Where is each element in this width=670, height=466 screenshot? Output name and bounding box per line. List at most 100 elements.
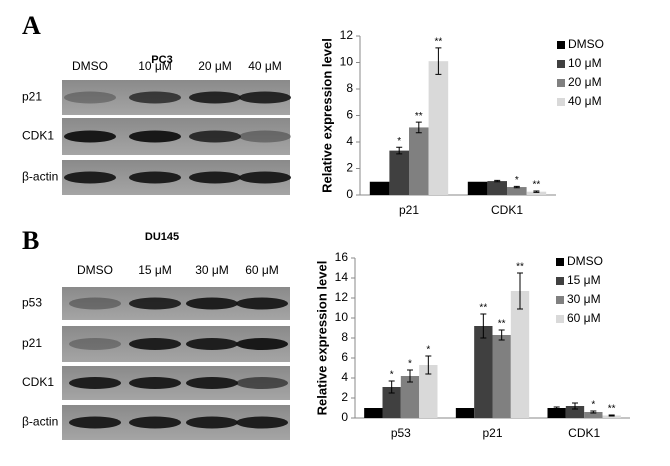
legend-swatch — [557, 98, 565, 106]
y-axis-label: Relative expression level — [314, 261, 329, 416]
blot-band — [129, 130, 181, 143]
blot-band — [186, 297, 238, 310]
bar — [419, 365, 438, 418]
x-tick-label: CDK1 — [568, 426, 600, 440]
error-bar — [425, 355, 432, 375]
error-bar — [517, 272, 523, 310]
blot-band — [129, 377, 181, 389]
legend-label: 30 μM — [567, 292, 601, 306]
x-tick-label: p21 — [399, 203, 419, 217]
lane-label: 20 μM — [198, 59, 232, 73]
bar — [492, 335, 511, 418]
blot-band — [186, 377, 238, 389]
significance: * — [515, 175, 519, 186]
legend-label: 20 μM — [568, 75, 602, 89]
y-tick-label: 12 — [340, 28, 354, 42]
y-tick-label: 8 — [346, 81, 353, 95]
blot-band — [69, 338, 121, 350]
blot-band — [239, 130, 291, 143]
bar — [602, 415, 621, 418]
error-bar — [480, 313, 487, 339]
significance: ** — [435, 37, 443, 48]
blot-band — [64, 171, 116, 184]
bar — [364, 408, 383, 418]
lane-label: 10 μM — [138, 59, 172, 73]
error-bar — [435, 47, 442, 75]
lane-label: 15 μM — [138, 263, 172, 277]
y-tick-label: 8 — [341, 330, 348, 344]
y-tick-label: 12 — [335, 290, 349, 304]
significance: ** — [498, 319, 506, 330]
y-tick-label: 10 — [335, 310, 349, 324]
blot-band — [129, 91, 181, 104]
blot-band — [236, 297, 288, 310]
error-bar — [572, 402, 578, 410]
bar — [409, 127, 429, 195]
blot-band — [236, 338, 288, 350]
error-bar — [590, 410, 597, 414]
blot-band — [69, 297, 121, 310]
error-bar — [396, 146, 403, 155]
bar — [455, 408, 475, 418]
error-bar — [553, 406, 560, 410]
blot-band — [189, 130, 241, 143]
protein-label: p21 — [22, 336, 42, 350]
lane-label: DMSO — [77, 263, 113, 277]
protein-label: CDK1 — [22, 375, 54, 389]
cell-line: DU145 — [145, 231, 179, 243]
significance: ** — [479, 303, 487, 314]
blot-band — [189, 171, 241, 184]
error-bar — [494, 179, 501, 183]
panel-letter: A — [22, 11, 41, 40]
blot-band — [64, 130, 116, 143]
bar — [584, 412, 603, 418]
blot-band — [236, 377, 288, 389]
significance: * — [426, 345, 430, 356]
y-tick-label: 0 — [341, 410, 348, 424]
significance: * — [408, 359, 412, 370]
blot-band — [186, 416, 238, 429]
y-tick-label: 4 — [346, 134, 353, 148]
significance: ** — [608, 404, 616, 415]
blot-band — [129, 338, 181, 350]
x-tick-label: p53 — [391, 426, 411, 440]
blot-band — [239, 91, 291, 104]
error-bar — [415, 121, 422, 134]
bar — [547, 408, 566, 418]
legend-swatch — [557, 41, 565, 49]
y-tick-label: 2 — [346, 161, 353, 175]
legend-label: 40 μM — [568, 94, 602, 108]
cell-line: PC3 — [151, 54, 172, 66]
error-bar — [533, 190, 540, 193]
bar — [526, 191, 547, 195]
y-tick-label: 16 — [335, 250, 349, 264]
y-tick-label: 0 — [346, 187, 353, 201]
bar — [400, 376, 420, 418]
bar — [474, 326, 493, 418]
significance: ** — [533, 180, 541, 191]
error-bar — [388, 380, 395, 394]
blot-band — [129, 416, 181, 429]
bar — [565, 406, 585, 418]
legend-swatch — [557, 79, 565, 87]
blot-band — [236, 416, 288, 429]
bar — [382, 387, 401, 418]
error-bar — [407, 369, 413, 383]
bar — [467, 181, 488, 195]
blot-band — [129, 171, 181, 184]
bar — [487, 181, 507, 195]
y-tick-label: 6 — [346, 108, 353, 122]
legend-label: DMSO — [568, 37, 604, 51]
significance: ** — [415, 111, 423, 122]
legend-swatch — [556, 277, 564, 285]
x-tick-label: p21 — [482, 426, 502, 440]
legend-label: 10 μM — [568, 56, 602, 70]
protein-label: p53 — [22, 296, 42, 310]
panel-letter: B — [22, 226, 39, 255]
bar — [389, 150, 409, 195]
bar — [428, 61, 449, 195]
bar — [507, 187, 527, 195]
protein-label: p21 — [22, 90, 42, 104]
significance: * — [591, 400, 595, 411]
